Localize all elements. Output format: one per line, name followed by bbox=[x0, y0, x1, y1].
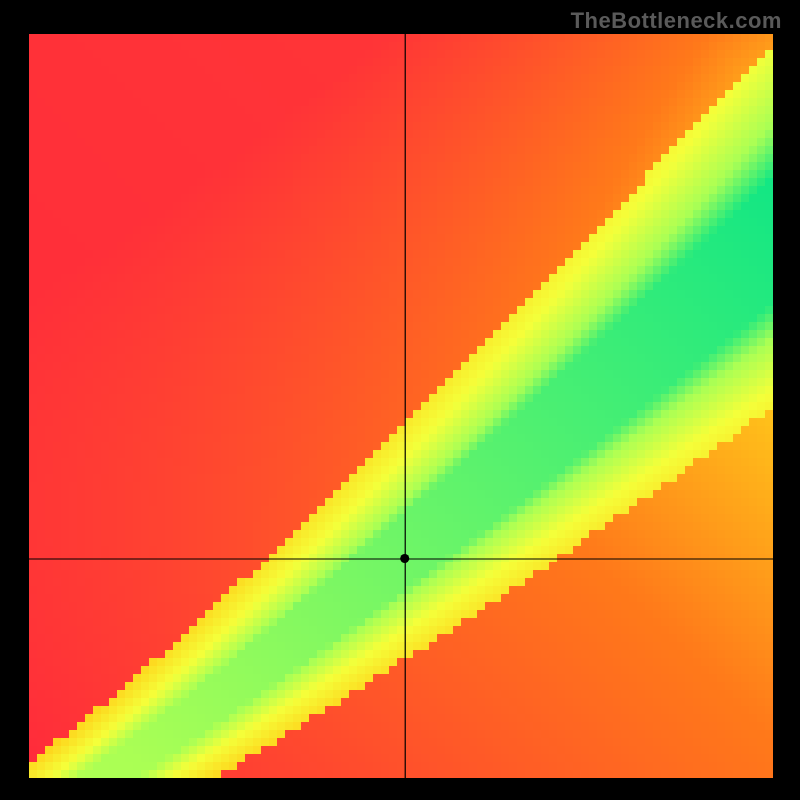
watermark-text: TheBottleneck.com bbox=[571, 8, 782, 34]
overlay-canvas bbox=[29, 34, 773, 778]
plot-area bbox=[29, 34, 773, 778]
chart-container: TheBottleneck.com bbox=[0, 0, 800, 800]
